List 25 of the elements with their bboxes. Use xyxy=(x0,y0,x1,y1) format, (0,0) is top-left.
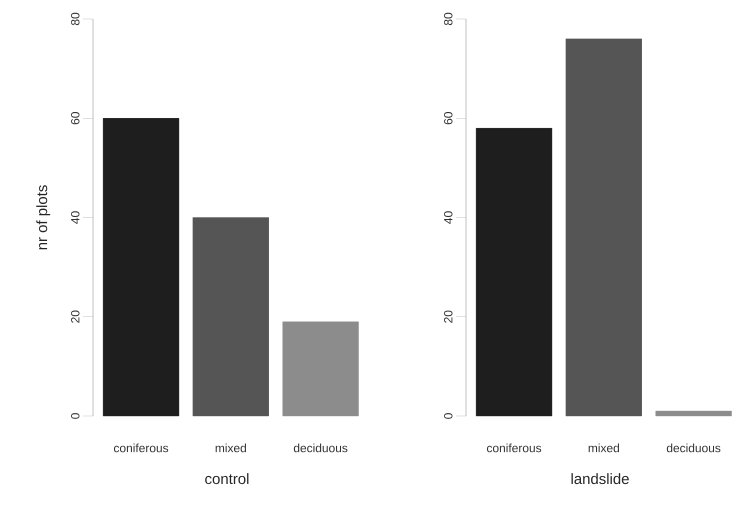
x-tick-label: deciduous xyxy=(294,444,348,452)
x-tick-label: mixed xyxy=(588,444,619,452)
y-tick-label: 80 xyxy=(71,12,80,26)
x-tick-label: coniferous xyxy=(114,444,168,452)
y-tick-label: 40 xyxy=(71,211,80,224)
bar xyxy=(192,217,269,416)
x-tick-label: coniferous xyxy=(486,444,542,452)
x-tick-label: mixed xyxy=(216,444,246,452)
y-tick-label: 60 xyxy=(71,112,80,124)
y-tick-label: 0 xyxy=(444,413,452,419)
y-tick-label: 60 xyxy=(444,112,452,124)
x-tick-label: deciduous xyxy=(666,444,720,452)
y-tick-label: 20 xyxy=(71,310,80,323)
y-tick-label: 40 xyxy=(444,211,452,224)
bar xyxy=(102,118,180,416)
x-axis-title: landslide xyxy=(572,473,629,484)
bar xyxy=(655,410,732,416)
y-axis-title: nr of plots xyxy=(36,185,50,250)
bar xyxy=(282,322,359,416)
y-tick-label: 0 xyxy=(71,413,80,419)
bar xyxy=(476,128,552,416)
y-tick-label: 80 xyxy=(444,12,452,26)
bar xyxy=(566,38,642,416)
y-tick-label: 20 xyxy=(444,310,452,323)
x-axis-title: control xyxy=(205,473,248,484)
